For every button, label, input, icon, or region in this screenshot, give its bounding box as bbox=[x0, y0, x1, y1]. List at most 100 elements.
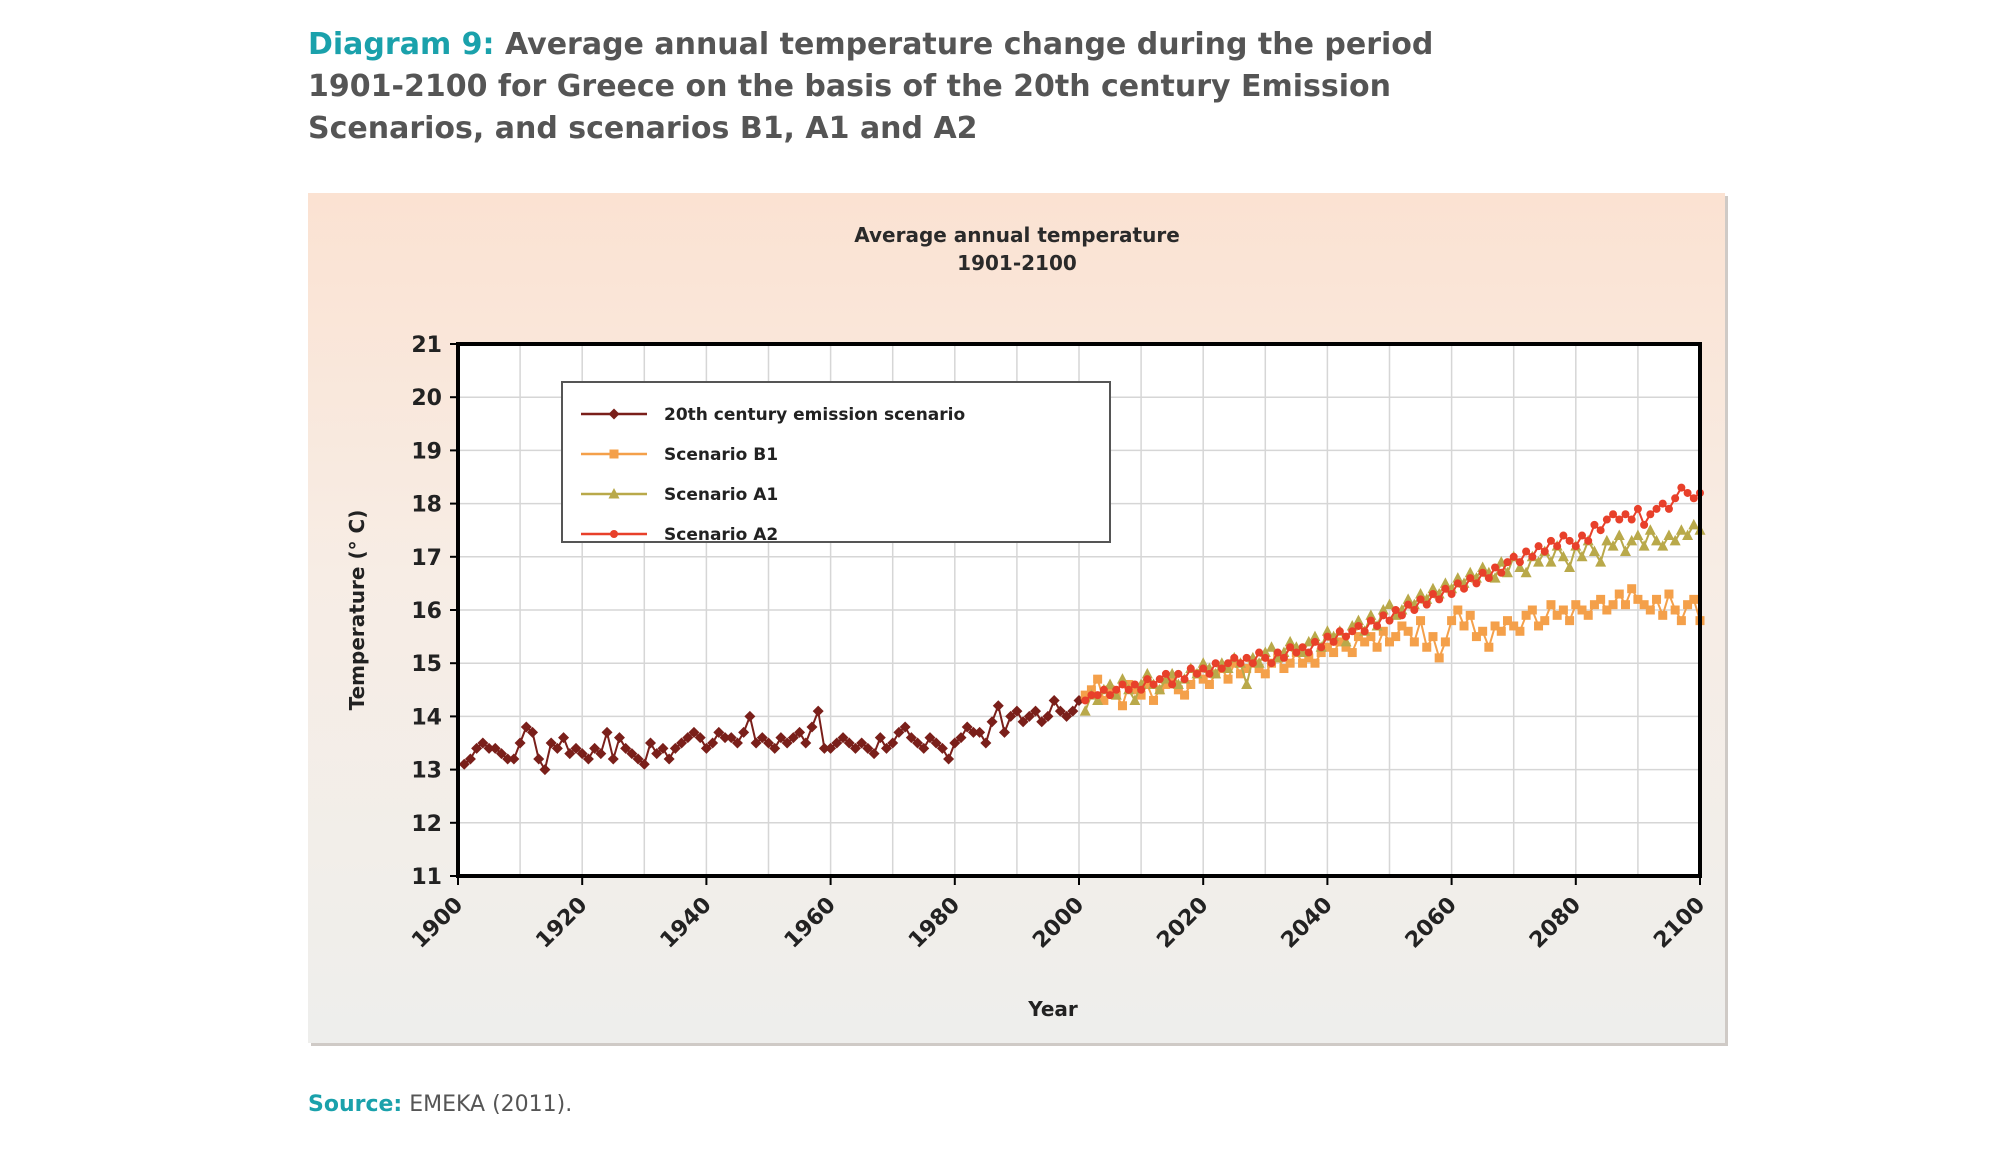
series-scenario-a1-point bbox=[1607, 540, 1619, 551]
series-scenario-b1-point bbox=[1316, 648, 1326, 658]
series-20th-century-point bbox=[707, 737, 719, 749]
series-scenario-a2-point bbox=[1602, 515, 1611, 524]
series-20th-century-point bbox=[775, 732, 787, 744]
series-scenario-a1-point bbox=[1129, 694, 1141, 705]
series-scenario-a2-point bbox=[1627, 515, 1636, 524]
series-scenario-b1-point bbox=[1471, 632, 1481, 642]
series-scenario-a2-point bbox=[1522, 547, 1531, 556]
source-note: Source: EMEKA (2011). bbox=[308, 1092, 572, 1117]
series-scenario-b1-point bbox=[1583, 610, 1593, 620]
series-scenario-b1-point bbox=[1645, 605, 1655, 615]
series-scenario-b1-point bbox=[1614, 589, 1624, 599]
series-scenario-b1-point bbox=[1689, 594, 1699, 604]
series-20th-century-point bbox=[632, 753, 644, 765]
series-scenario-a1 bbox=[1079, 518, 1706, 716]
series-20th-century-point bbox=[458, 758, 470, 770]
series-scenario-a2-point bbox=[1578, 531, 1587, 540]
series-scenario-a1-point bbox=[1365, 609, 1377, 620]
series-scenario-a2-point bbox=[1633, 504, 1642, 513]
series-scenario-b1-point bbox=[1627, 584, 1637, 594]
series-scenario-a1-point bbox=[1116, 673, 1128, 684]
series-scenario-a2-point bbox=[1677, 483, 1686, 492]
series-scenario-b1-point bbox=[1204, 679, 1214, 689]
series-20th-century-point bbox=[818, 742, 830, 754]
series-20th-century-point bbox=[769, 742, 781, 754]
series-scenario-a2-point bbox=[1192, 669, 1201, 678]
series-scenario-b1-point bbox=[1341, 642, 1351, 652]
series-scenario-a1-point bbox=[1092, 694, 1104, 705]
series-scenario-a2-point bbox=[1515, 558, 1524, 567]
legend-swatch-marker bbox=[609, 449, 619, 459]
caption-text: Average annual temperature change during… bbox=[308, 27, 1434, 146]
series-scenario-a2-point bbox=[1528, 552, 1537, 561]
series-20th-century-point bbox=[682, 732, 694, 744]
series-scenario-b1-point bbox=[1235, 669, 1245, 679]
series-scenario-b1-point bbox=[1130, 685, 1140, 695]
series-20th-century-point bbox=[607, 753, 619, 765]
series-20th-century-point bbox=[849, 742, 861, 754]
series-20th-century-point bbox=[806, 721, 818, 733]
series-scenario-a2-point bbox=[1354, 621, 1363, 630]
series-20th-century-point bbox=[551, 742, 563, 754]
series-scenario-b1-point bbox=[1620, 600, 1630, 610]
series-20th-century bbox=[458, 694, 1085, 776]
series-20th-century-point bbox=[725, 732, 737, 744]
series-scenario-a2-point bbox=[1087, 691, 1096, 700]
series-scenario-b1-point bbox=[1186, 679, 1196, 689]
series-20th-century-point bbox=[527, 726, 539, 738]
series-scenario-a1-point bbox=[1104, 678, 1116, 689]
series-scenario-a2-point bbox=[1373, 621, 1382, 630]
series-scenario-b1-point bbox=[1105, 685, 1115, 695]
series-scenario-a2-point bbox=[1112, 685, 1121, 694]
series-20th-century-point bbox=[961, 721, 973, 733]
x-tick-label: 2080 bbox=[1525, 893, 1586, 954]
series-scenario-b1-point bbox=[1540, 616, 1550, 626]
series-scenario-a2-point bbox=[1441, 584, 1450, 593]
series-scenario-a2-point bbox=[1565, 536, 1574, 545]
series-20th-century-point bbox=[483, 742, 495, 754]
series-scenario-a2-point bbox=[1534, 542, 1543, 551]
series-scenario-b1-point bbox=[1534, 621, 1544, 631]
series-scenario-a1-point bbox=[1197, 657, 1209, 668]
series-scenario-b1-point bbox=[1223, 674, 1233, 684]
series-scenario-a2-point bbox=[1540, 547, 1549, 556]
series-scenario-a2-point bbox=[1484, 574, 1493, 583]
series-scenario-a1-point bbox=[1688, 518, 1700, 530]
series-scenario-a1-point bbox=[1464, 566, 1476, 578]
series-scenario-a2-point bbox=[1168, 680, 1177, 689]
series-scenario-a1-point bbox=[1557, 550, 1569, 562]
series-scenario-b1-point bbox=[1080, 690, 1090, 700]
series-scenario-a1-point bbox=[1533, 556, 1545, 567]
series-20th-century-point bbox=[918, 742, 930, 754]
series-20th-century-point bbox=[663, 753, 675, 765]
series-20th-century-point bbox=[688, 726, 700, 738]
figure-caption: Diagram 9: Average annual temperature ch… bbox=[308, 24, 1468, 150]
series-scenario-b1-point bbox=[1496, 626, 1506, 636]
series-scenario-a2-point bbox=[1596, 526, 1605, 535]
series-20th-century-point bbox=[576, 748, 588, 760]
x-tick-label: 2040 bbox=[1277, 893, 1338, 954]
x-tick-label: 2020 bbox=[1152, 893, 1213, 954]
series-scenario-a2-point bbox=[1137, 685, 1146, 694]
series-scenario-b1-point bbox=[1378, 626, 1388, 636]
series-scenario-a2-point bbox=[1590, 520, 1599, 529]
series-scenario-a1-point bbox=[1564, 561, 1576, 572]
series-scenario-a1-point bbox=[1638, 540, 1650, 551]
series-scenario-a2-point bbox=[1286, 643, 1295, 652]
series-20th-century-point bbox=[1054, 705, 1066, 717]
legend-box bbox=[561, 381, 1111, 543]
series-scenario-b1-point bbox=[1490, 621, 1500, 631]
series-20th-century-point bbox=[936, 742, 948, 754]
series-scenario-a1-point bbox=[1675, 524, 1687, 535]
x-tick-label: 1900 bbox=[407, 893, 468, 954]
x-tick-label: 1940 bbox=[656, 893, 717, 954]
legend-entry-label: Scenario A1 bbox=[664, 485, 778, 505]
series-scenario-b1-point bbox=[1676, 616, 1686, 626]
series-scenario-a2-point bbox=[1106, 691, 1115, 700]
series-scenario-a2-point bbox=[1248, 659, 1257, 668]
series-20th-century-point bbox=[1067, 705, 1079, 717]
series-scenario-b1-point bbox=[1440, 637, 1450, 647]
series-20th-century-point bbox=[626, 748, 638, 760]
x-tick-label: 1920 bbox=[531, 893, 592, 954]
series-20th-century-point bbox=[837, 732, 849, 744]
